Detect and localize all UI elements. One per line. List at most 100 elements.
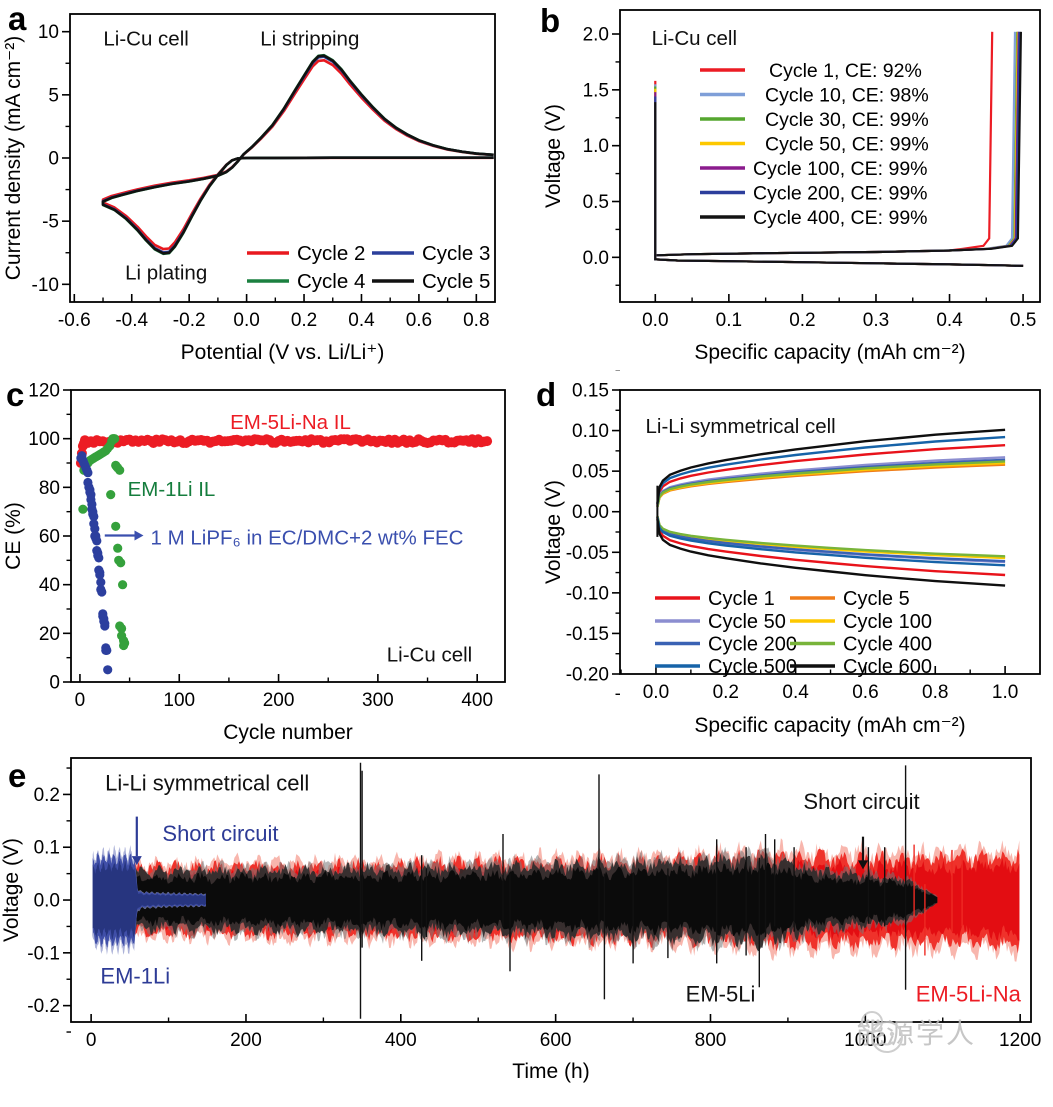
x-tick-label: 0.6 — [406, 310, 432, 331]
x-tick-label: 0 — [75, 690, 86, 711]
x-tick-label: 400 — [461, 690, 493, 711]
x-tick-label: 100 — [163, 690, 195, 711]
legend-label: Cycle 200 — [708, 634, 797, 656]
annotation: Li-Li symmetrical cell — [646, 415, 836, 438]
series-Cycle 200-bottom — [656, 516, 1006, 563]
point-EM-1Li IL — [106, 490, 116, 500]
y-tick-label: 0.1 — [34, 838, 60, 859]
x-axis-label: Specific capacity (mAh cm⁻²) — [694, 714, 965, 737]
annotation: Li-Li symmetrical cell — [105, 771, 309, 796]
x-tick-label: 1.0 — [992, 682, 1018, 703]
x-tick-label: 0.8 — [922, 682, 948, 703]
point-1 M LiPF6 in EC/DMC+2 wt% FEC — [92, 536, 102, 546]
y-tick-label: 0.2 — [34, 785, 60, 806]
y-tick-label: 0 — [48, 149, 59, 170]
legend-label: Cycle 1, CE: 92% — [769, 60, 922, 82]
x-tick-label: -0.6 — [58, 310, 91, 331]
annotation: Li-Cu cell — [387, 643, 472, 666]
panel-letter: b — [540, 2, 560, 39]
y-tick-label: 80 — [39, 478, 60, 499]
point-EM-1Li IL — [118, 580, 128, 590]
x-tick-label: 200 — [230, 1030, 262, 1051]
series-Cycle 400-top — [656, 460, 1006, 507]
plot-area — [75, 434, 493, 675]
x-tick-label: 800 — [695, 1030, 727, 1051]
y-tick-label: 0.15 — [572, 381, 609, 402]
y-axis-label: Voltage (V) — [542, 480, 565, 584]
annotation: Short circuit — [162, 821, 278, 846]
band-EM-1Li — [92, 860, 206, 940]
annotation: EM-1Li IL — [128, 478, 216, 501]
annotation: EM-5Li-Na IL — [230, 411, 351, 434]
y-tick-label: 0.0 — [583, 248, 609, 269]
legend-label: Cycle 2 — [297, 242, 365, 265]
series-Cycle 500-top — [656, 435, 1006, 505]
x-tick-label: 0.2 — [789, 310, 815, 331]
x-tick-label: 300 — [362, 690, 394, 711]
point-EM-1Li IL — [115, 465, 125, 475]
series-Cycle 500-bottom — [656, 516, 1006, 567]
y-tick-label: 100 — [28, 429, 60, 450]
panel-c: 0 100 200 300 400 0 20 40 60 80 100 120 Cycle number… — [2, 376, 506, 744]
series-Cycle 400-plating — [654, 102, 1024, 267]
y-axis-label: Voltage (V) — [542, 104, 565, 208]
panel-b: 0.0 0.1 0.2 0.3 0.4 0.5 0.0 0.5 1.0 1.5 2.0 Specifi… — [540, 2, 1041, 364]
point-1 M LiPF6 in EC/DMC+2 wt% FEC — [102, 645, 112, 655]
y-tick-label: 40 — [39, 575, 60, 596]
panel-letter: d — [536, 376, 556, 413]
y-axis-label: Voltage (V) — [0, 838, 23, 942]
axis-frame — [70, 757, 1032, 1023]
x-tick-label: 0 — [86, 1030, 97, 1051]
y-axis-label: Current density (mA cm⁻²) — [2, 36, 25, 280]
legend-label: Cycle 50, CE: 99% — [765, 134, 929, 156]
legend-label: Cycle 5 — [422, 270, 490, 293]
y-tick-label: 0.00 — [572, 502, 609, 523]
series-Cycle 600-top — [656, 428, 1006, 504]
panel-letter: c — [6, 376, 24, 413]
x-tick-label: 0.2 — [713, 682, 739, 703]
annotation: 1 M LiPF₆ in EC/DMC+2 wt% FEC — [151, 527, 464, 550]
y-tick-label: -0.2 — [27, 996, 60, 1017]
panel-letter: e — [8, 757, 26, 794]
legend-label: Cycle 600 — [843, 656, 932, 678]
legend-label: Cycle 400, CE: 99% — [753, 207, 928, 229]
x-axis-label: Cycle number — [223, 721, 353, 744]
series-Cycle 2 — [101, 58, 494, 251]
legend-label: Cycle 10, CE: 98% — [765, 85, 929, 107]
x-axis-label: Specific capacity (mAh cm⁻²) — [694, 341, 965, 364]
series-Cycle 1-top — [656, 444, 1006, 506]
arrow-head — [858, 860, 868, 870]
series-Cycle 600-bottom — [656, 518, 1006, 587]
legend-label: Cycle 100 — [843, 611, 932, 633]
point-1 M LiPF6 in EC/DMC+2 wt% FEC — [100, 621, 110, 631]
y-tick-label: 0.10 — [572, 421, 609, 442]
legend-label: Cycle 4 — [297, 270, 365, 293]
y-tick-label: 120 — [28, 381, 60, 402]
y-tick-label: -5 — [42, 212, 59, 233]
plot-area — [92, 762, 1020, 1019]
point-1 M LiPF6 in EC/DMC+2 wt% FEC — [94, 553, 104, 563]
point-1 M LiPF6 in EC/DMC+2 wt% FEC — [96, 577, 106, 587]
point-EM-1Li IL — [117, 623, 127, 634]
point-1 M LiPF6 in EC/DMC+2 wt% FEC — [103, 665, 113, 675]
legend-label: Cycle 500 — [708, 656, 797, 678]
band-EM-5Li — [135, 861, 938, 937]
annotation: Li stripping — [260, 28, 359, 51]
y-tick-label: -10 — [32, 275, 59, 296]
y-tick-label: -0.05 — [566, 543, 609, 564]
legend-label: Cycle 5 — [843, 588, 910, 610]
x-tick-label: 0.5 — [1010, 310, 1036, 331]
y-tick-label: -0.1 — [27, 943, 60, 964]
y-tick-label: 60 — [39, 527, 60, 548]
plot-area — [101, 53, 494, 256]
x-tick-label: 0.3 — [863, 310, 889, 331]
y-tick-label: 20 — [39, 624, 60, 645]
point-1 M LiPF6 in EC/DMC+2 wt% FEC — [89, 511, 99, 522]
x-tick-label: 0.6 — [852, 682, 878, 703]
x-tick-label: 1200 — [999, 1030, 1041, 1051]
annotation: EM-5Li — [686, 981, 756, 1006]
axis-frame — [619, 9, 1041, 303]
watermark-text: 能源学人 — [856, 1018, 977, 1049]
arrow-head — [134, 530, 144, 541]
